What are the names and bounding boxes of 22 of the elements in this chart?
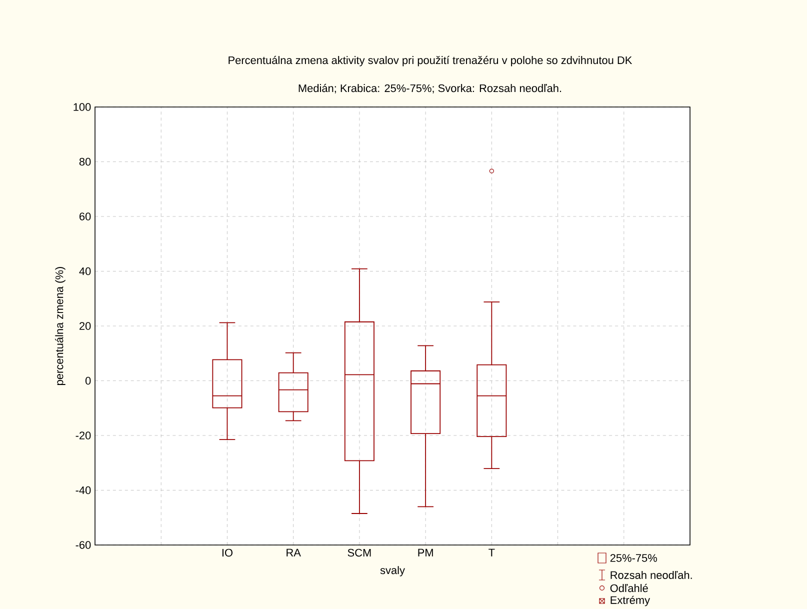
x-tick-label: PM (418, 548, 433, 556)
y-tick-label: 0 (85, 376, 91, 385)
y-tick-label: 100 (74, 103, 91, 111)
y-axis-title: percentuálna zmena (%) (55, 267, 66, 386)
y-tick-label: 40 (79, 267, 91, 276)
text: Extrémy (610, 596, 650, 606)
x-tick-label: SCM (348, 548, 371, 557)
y-tick-label: -60 (76, 541, 91, 549)
y-tick-label: -20 (76, 432, 91, 440)
chart-title: Percentuálna zmena aktivity svalov pri použití trenažéru v polohe so zdvihnutou DK (228, 56, 632, 66)
y-tick-label: 20 (80, 322, 91, 330)
text: Rozsah neodľah. (610, 571, 692, 580)
y-tick-label: 80 (79, 158, 91, 166)
x-tick-label: T (488, 548, 495, 556)
y-tick-label: -40 (76, 486, 91, 494)
y-tick-label: 60 (80, 212, 91, 220)
chart-subtitle: Medián; Krabica: 25%-75%; Svorka: Rozsah neodľah. (298, 84, 562, 94)
x-axis-title: svaly (380, 566, 405, 576)
text: 25%-75% (610, 554, 657, 562)
x-tick-label: RA (286, 548, 301, 556)
x-tick-label: IO (222, 548, 232, 557)
text: Odľahlé (610, 584, 648, 592)
